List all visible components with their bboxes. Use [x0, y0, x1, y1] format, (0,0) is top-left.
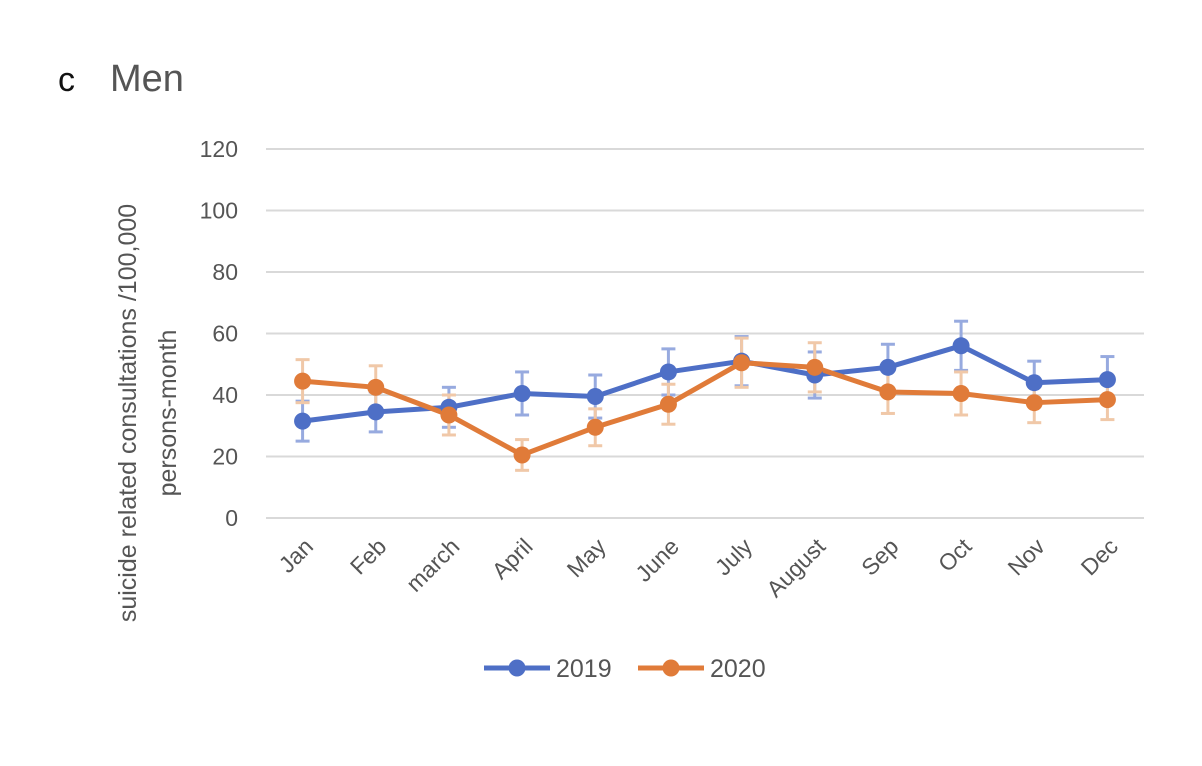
y-axis-ticks: 0 20 40 60 80 100 120	[200, 136, 238, 531]
x-tick-label: August	[761, 533, 830, 602]
y-tick-label: 120	[200, 136, 238, 162]
data-point-2020	[367, 378, 385, 396]
x-axis-ticks: Jan Feb march April May June July August Sep Oct N…	[274, 533, 1123, 602]
data-point-2020	[586, 418, 604, 436]
panel-letter: c	[58, 61, 75, 99]
data-point-2019	[586, 388, 604, 406]
series-line-2020	[302, 360, 1108, 458]
data-point-2019	[294, 412, 312, 430]
data-point-2020	[513, 446, 531, 464]
data-point-2020	[806, 358, 824, 376]
x-tick-label: Oct	[933, 533, 977, 577]
y-tick-label: 0	[225, 505, 238, 531]
x-tick-label: July	[710, 533, 758, 581]
legend-item-2019: 2019	[484, 655, 612, 683]
y-tick-label: 40	[212, 382, 238, 408]
data-point-2020	[659, 395, 677, 413]
series-lines	[302, 343, 1108, 458]
legend-swatch-marker	[662, 659, 680, 677]
x-tick-label: June	[630, 533, 684, 587]
data-point-2020	[879, 383, 897, 401]
x-tick-label: May	[562, 533, 611, 582]
data-point-2019	[367, 403, 385, 421]
y-axis-title-line-2: persons-month	[154, 330, 182, 497]
legend-item-2020: 2020	[638, 655, 766, 683]
data-point-2019	[879, 358, 897, 376]
y-tick-label: 20	[212, 444, 238, 470]
data-point-2020	[1098, 391, 1116, 409]
y-tick-label: 80	[212, 259, 238, 285]
x-tick-label: march	[401, 533, 465, 597]
y-axis-title: suicide related consultations /100,000	[114, 204, 142, 622]
x-tick-label: Jan	[274, 533, 319, 578]
data-point-2019	[513, 384, 531, 402]
data-point-2020	[440, 406, 458, 424]
data-point-2019	[659, 363, 677, 381]
x-tick-label: Feb	[345, 533, 391, 579]
legend: 2019 2020	[484, 655, 766, 683]
series-layer	[294, 319, 1116, 472]
data-point-2019	[1025, 374, 1043, 392]
x-tick-label: April	[487, 533, 538, 584]
panel-title: Men	[110, 58, 184, 100]
legend-label: 2020	[710, 655, 766, 683]
legend-label: 2019	[556, 655, 612, 683]
data-point-2020	[1025, 394, 1043, 412]
legend-swatch-marker	[508, 659, 526, 677]
x-tick-label: Nov	[1002, 533, 1050, 581]
data-point-2020	[294, 372, 312, 390]
x-tick-label: Dec	[1076, 533, 1123, 580]
data-point-2020	[952, 384, 970, 402]
data-point-2019	[1098, 371, 1116, 389]
y-tick-label: 100	[200, 198, 238, 224]
y-tick-label: 60	[212, 321, 238, 347]
data-point-2020	[733, 354, 751, 372]
x-tick-label: Sep	[856, 533, 903, 580]
gridlines	[266, 148, 1144, 519]
data-point-2019	[952, 337, 970, 355]
series-points	[294, 337, 1116, 464]
